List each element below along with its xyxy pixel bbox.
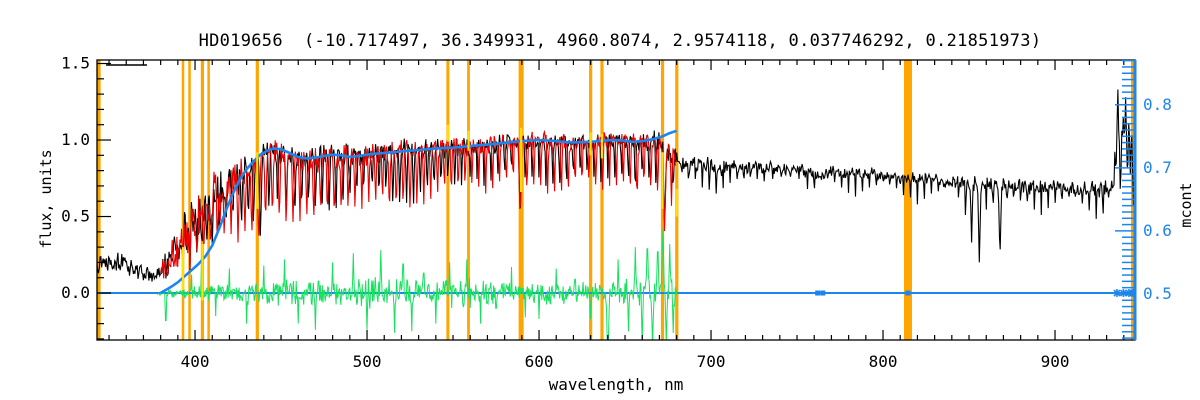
flux-tick-label: 0.5 [61,207,90,226]
flux-tick-label: 0.0 [61,283,90,302]
x-tick-label: 800 [869,352,898,371]
blue-continuum [159,129,678,295]
flux-tick-labels: 0.0 0.5 1.0 1.5 [61,54,90,303]
mcont-tick-labels: 0.5 0.6 0.7 0.8 [1143,95,1172,303]
x-tick-label: 900 [1041,352,1070,371]
green-residual-series [156,228,678,340]
orange-line-markers [97,60,1135,340]
orange-line [188,60,191,340]
red-spectrum-series [160,129,676,279]
plot-title: HD019656 (-10.717497, 36.349931, 4960.80… [198,31,1042,51]
mcont-tick-label: 0.6 [1143,221,1172,240]
mcont-point-marker [820,290,826,296]
mcont-tick-label: 0.8 [1143,95,1172,114]
green-residuals [156,228,678,340]
red-spectrum [160,129,676,279]
mcont-point-marker [815,290,821,296]
mcont-axis [1115,59,1137,340]
orange-line [589,60,593,340]
yellow-line-markers [181,124,678,301]
flux-tick-label: 1.5 [61,54,90,73]
orange-line [903,60,912,340]
orange-line [467,60,470,340]
x-tick-label: 400 [181,352,210,371]
mcont-tick-label: 0.7 [1143,158,1172,177]
x-axis-label: wavelength, nm [548,375,684,394]
mcont-point-marker [905,290,911,296]
x-tick-label: 700 [697,352,726,371]
x-tick-label: 600 [525,352,554,371]
flux-tick-label: 1.0 [61,130,90,149]
orange-line [600,60,604,340]
x-tick-labels: 400 500 600 700 800 900 [181,352,1070,371]
orange-line [200,60,205,340]
y-axis-label-flux: flux, units [37,149,55,249]
orange-line [181,60,185,340]
orange-line [446,60,450,340]
y-axis-label-mcont: mcont [1177,182,1195,228]
mcont-tick-label: 0.5 [1143,284,1172,303]
blue-continuum-series [159,129,678,295]
x-tick-label: 500 [353,352,382,371]
orange-line [97,60,101,340]
